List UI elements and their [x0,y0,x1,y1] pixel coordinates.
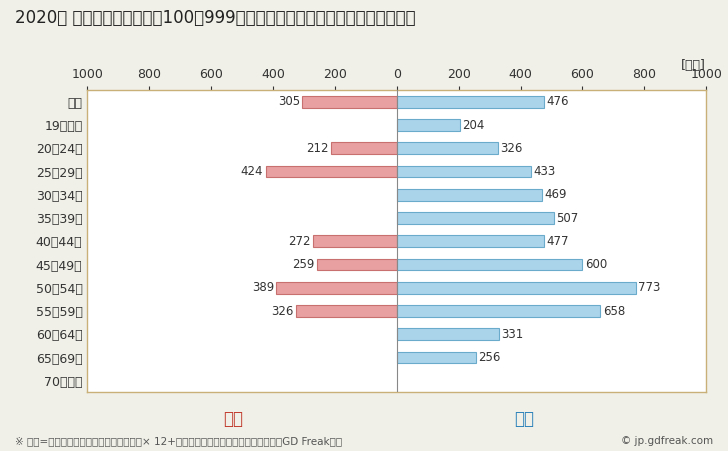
Bar [397,282,636,294]
Bar [397,305,601,317]
Text: 433: 433 [533,165,555,178]
Text: 658: 658 [603,304,625,318]
Bar [397,143,498,154]
Bar [266,166,397,177]
Text: 477: 477 [547,235,569,248]
Text: 507: 507 [556,212,578,225]
Text: 204: 204 [462,119,485,132]
Bar [397,328,499,340]
Text: 女性: 女性 [223,410,243,428]
Bar [397,166,531,177]
Text: 212: 212 [306,142,329,155]
Text: 331: 331 [502,328,524,341]
Text: 476: 476 [547,95,569,108]
Text: 326: 326 [500,142,523,155]
Text: ※ 年収=「きまって支給する現金給与額」× 12+「年間賞与その他特別給与額」としてGD Freak推計: ※ 年収=「きまって支給する現金給与額」× 12+「年間賞与その他特別給与額」と… [15,437,341,446]
Bar [397,189,542,201]
Text: 男性: 男性 [514,410,534,428]
Bar [302,96,397,108]
Bar [296,305,397,317]
Text: 2020年 民間企業（従業者数100〜999人）フルタイム労働者の男女別平均年収: 2020年 民間企業（従業者数100〜999人）フルタイム労働者の男女別平均年収 [15,9,415,27]
Text: 326: 326 [271,304,293,318]
Text: 259: 259 [292,258,314,271]
Text: 305: 305 [278,95,300,108]
Text: © jp.gdfreak.com: © jp.gdfreak.com [621,437,713,446]
Text: 256: 256 [478,351,501,364]
Bar [277,282,397,294]
Bar [397,212,553,224]
Bar [397,352,476,364]
Bar [331,143,397,154]
Text: [万円]: [万円] [681,59,706,72]
Bar [397,259,582,270]
Bar [312,235,397,247]
Bar [397,119,460,131]
Bar [397,96,544,108]
Text: 600: 600 [585,258,607,271]
Text: 773: 773 [638,281,661,294]
Text: 272: 272 [288,235,310,248]
Text: 469: 469 [545,189,567,201]
Bar [397,235,545,247]
Text: 389: 389 [252,281,274,294]
Text: 424: 424 [240,165,263,178]
Bar [317,259,397,270]
